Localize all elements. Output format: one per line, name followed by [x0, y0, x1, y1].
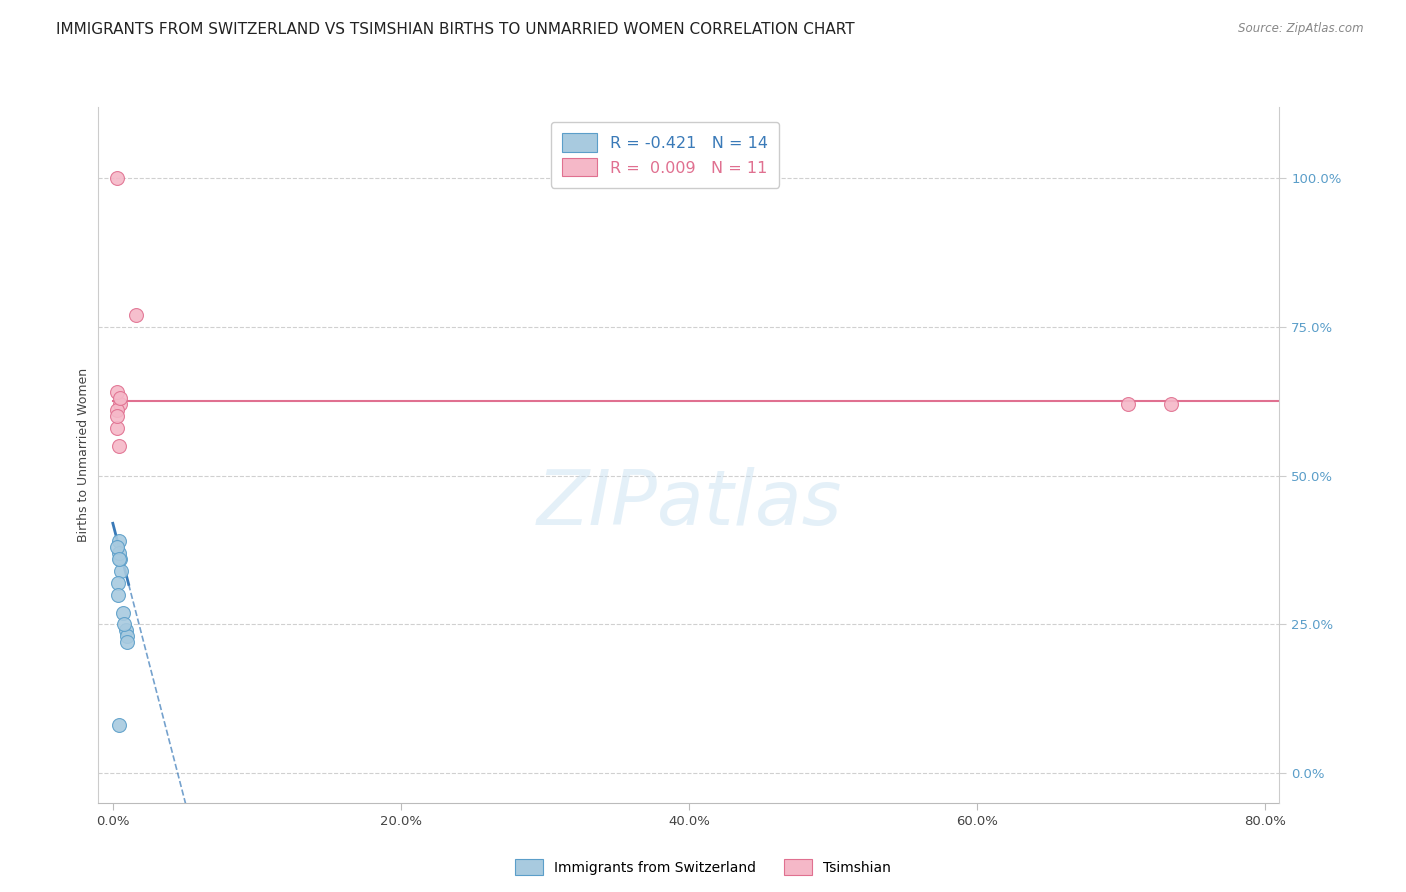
Point	[108, 552, 131, 566]
Point	[107, 552, 129, 566]
Point	[111, 606, 134, 620]
Point	[105, 171, 128, 186]
Legend: R = -0.421   N = 14, R =  0.009   N = 11: R = -0.421 N = 14, R = 0.009 N = 11	[551, 122, 779, 187]
Point	[1116, 397, 1139, 411]
Point	[115, 629, 138, 643]
Point	[107, 439, 129, 453]
Text: IMMIGRANTS FROM SWITZERLAND VS TSIMSHIAN BIRTHS TO UNMARRIED WOMEN CORRELATION C: IMMIGRANTS FROM SWITZERLAND VS TSIMSHIAN…	[56, 22, 855, 37]
Point	[110, 564, 132, 578]
Point	[108, 397, 131, 411]
Point	[107, 546, 129, 560]
Point	[112, 617, 135, 632]
Point	[114, 624, 136, 638]
Point	[107, 575, 129, 590]
Text: ZIPatlas: ZIPatlas	[536, 467, 842, 541]
Text: Source: ZipAtlas.com: Source: ZipAtlas.com	[1239, 22, 1364, 36]
Point	[125, 308, 148, 322]
Legend: Immigrants from Switzerland, Tsimshian: Immigrants from Switzerland, Tsimshian	[510, 854, 896, 880]
Point	[115, 635, 138, 649]
Point	[1160, 397, 1182, 411]
Point	[105, 421, 128, 435]
Point	[105, 409, 128, 424]
Point	[108, 392, 131, 406]
Point	[105, 540, 128, 554]
Point	[105, 385, 128, 400]
Y-axis label: Births to Unmarried Women: Births to Unmarried Women	[77, 368, 90, 542]
Point	[107, 534, 129, 549]
Point	[107, 588, 129, 602]
Point	[105, 403, 128, 417]
Point	[107, 718, 129, 732]
